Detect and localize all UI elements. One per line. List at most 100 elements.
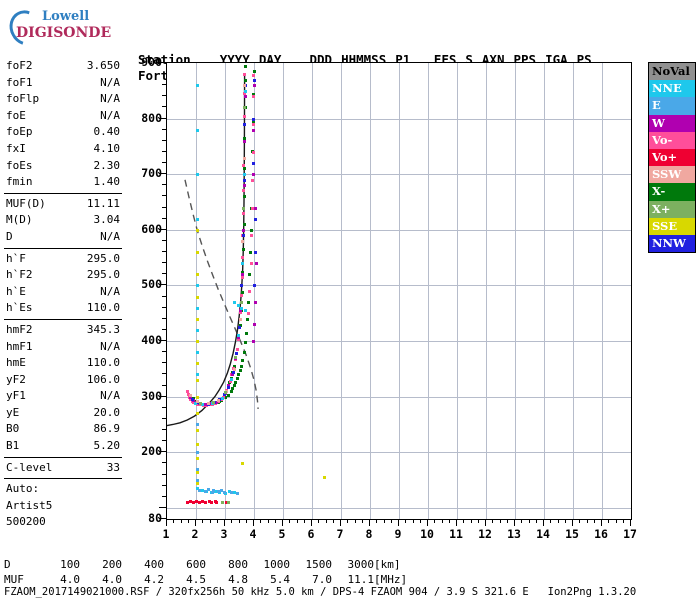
echo-point-sse: [195, 251, 199, 255]
echo-point-vo: [241, 188, 245, 192]
legend-item-w[interactable]: W: [649, 114, 695, 132]
echo-point-vo: [235, 348, 239, 352]
y-tick: [162, 240, 166, 241]
param-value: N/A: [100, 339, 120, 353]
echo-point-e: [206, 487, 210, 491]
echo-point-nne: [213, 490, 217, 494]
param-key: B1: [6, 439, 20, 453]
x-tick-label-7: 7: [336, 527, 344, 541]
y-tick-label-600: 600: [141, 221, 162, 236]
legend-item-x[interactable]: X-: [649, 183, 695, 201]
echo-point-nne: [229, 378, 233, 382]
echo-point-nne: [244, 309, 248, 313]
x-tick: [630, 520, 631, 526]
y-tick: [159, 396, 166, 397]
echo-point-nnw: [253, 284, 256, 288]
param-value: 110.0: [86, 301, 120, 315]
echo-point-x: [252, 92, 256, 96]
legend-item-sse[interactable]: SSE: [649, 217, 695, 235]
echo-point-vo: [252, 74, 256, 78]
muf-dashed-curve: [184, 179, 259, 409]
echo-point-sse: [195, 273, 199, 277]
echo-point-nne: [195, 284, 199, 288]
echo-point-x: [249, 228, 253, 232]
x-tick: [369, 520, 370, 526]
x-tick-minor: [413, 520, 414, 523]
muf-distance-400: 400: [144, 558, 164, 571]
echo-point-ssw: [189, 393, 193, 397]
auto-line-2: 500200: [6, 515, 46, 529]
legend-item-x[interactable]: X+: [649, 200, 695, 218]
echo-point-x: [226, 501, 230, 505]
muf-row-label-muf: MUF: [4, 573, 24, 586]
echo-point-vo: [233, 358, 237, 362]
muf-distance-1500: 1500: [305, 558, 333, 571]
y-tick: [159, 507, 166, 508]
legend-item-e[interactable]: E: [649, 97, 695, 115]
echo-point-x: [247, 273, 251, 277]
gridline-v-16: [602, 63, 603, 519]
echo-point-x: [244, 331, 248, 335]
x-tick-minor: [521, 520, 522, 523]
legend-item-noval[interactable]: NoVal: [649, 63, 695, 81]
y-tick: [162, 129, 166, 130]
x-tick-minor: [492, 520, 493, 523]
param-value: 4.10: [93, 141, 121, 155]
echo-point-sse: [195, 228, 199, 232]
gridline-v-2: [196, 63, 197, 519]
direction-legend[interactable]: NoVal NNE E W Vo- Vo+ SSW X- X+ SSE NNW: [648, 62, 696, 254]
echo-point-vo: [241, 212, 245, 216]
echo-point-sse: [195, 442, 199, 446]
panel-divider-2: [4, 247, 122, 249]
x-tick: [456, 520, 457, 526]
ionogram-plot-area[interactable]: [166, 62, 632, 520]
param-key: yE: [6, 405, 20, 419]
echo-point-nne: [195, 306, 199, 310]
muf-value-5: 5.4: [270, 573, 290, 586]
echo-point-ssw: [241, 239, 245, 243]
x-tick-minor: [210, 520, 211, 523]
echo-point-nne: [237, 334, 241, 338]
echo-point-sse: [195, 481, 199, 485]
muf-value-7: 11.1: [347, 573, 375, 586]
y-tick: [162, 429, 166, 430]
x-tick-minor: [304, 520, 305, 523]
echo-point-nnw: [253, 251, 257, 255]
echo-point-x: [235, 377, 239, 381]
echo-point-nne: [237, 303, 241, 307]
y-tick-label-80: 80: [148, 511, 162, 525]
echo-point-vo: [250, 234, 254, 238]
param-row-ye: yE 20.0: [4, 405, 122, 422]
y-tick: [159, 518, 166, 519]
echo-point-nnw: [222, 393, 226, 397]
lowell-digisonde-logo: Lowell DIGISONDE: [3, 4, 126, 52]
gridline-v-9: [399, 63, 400, 519]
x-tick-minor: [188, 520, 189, 523]
x-tick-label-6: 6: [307, 527, 315, 541]
y-tick: [162, 418, 166, 419]
x-tick-minor: [507, 520, 508, 523]
gridline-h-400: [167, 341, 631, 342]
legend-item-ssw[interactable]: SSW: [649, 166, 695, 184]
legend-item-nnw[interactable]: NNW: [649, 234, 695, 253]
echo-point-x: [231, 387, 235, 391]
y-tick: [162, 207, 166, 208]
echo-point-nne: [200, 489, 204, 493]
echo-point-nne: [195, 217, 199, 221]
echo-point-vo: [243, 92, 247, 96]
echo-point-nne: [218, 491, 222, 495]
legend-item-nne[interactable]: NNE: [649, 80, 695, 98]
echo-point-sse: [195, 317, 199, 321]
legend-item-vo[interactable]: Vo-: [649, 131, 695, 149]
gridline-h-100: [167, 508, 631, 509]
echo-point-x: [221, 501, 225, 505]
muf-value-row: MUF 4.0 4.0 4.2 4.5 4.8 5.4 7.0 11.1 [MHz]: [4, 572, 407, 587]
legend-item-vo[interactable]: Vo+: [649, 148, 695, 167]
gridline-v-8: [370, 63, 371, 519]
param-value: 2.30: [93, 158, 121, 172]
gridline-v-6: [312, 63, 313, 519]
echo-point-sse: [195, 340, 199, 344]
param-value: N/A: [100, 284, 120, 298]
x-tick-minor: [362, 520, 363, 523]
x-tick-minor: [623, 520, 624, 523]
